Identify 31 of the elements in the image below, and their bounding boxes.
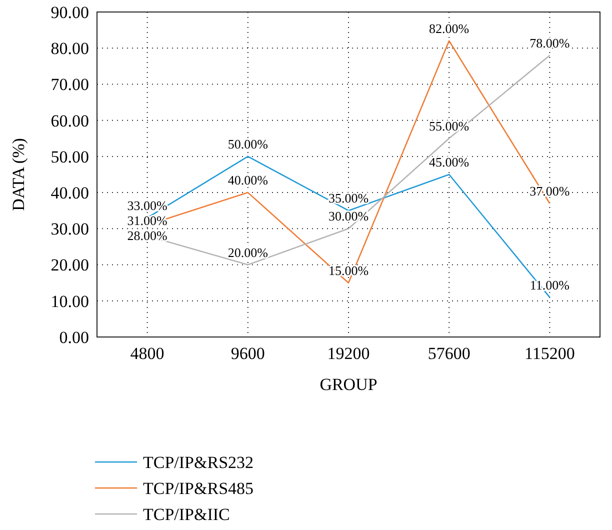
- data-label: 78.00%: [530, 35, 570, 50]
- data-label: 33.00%: [127, 198, 168, 213]
- y-tick-label: 70.00: [50, 75, 89, 94]
- data-label: 20.00%: [228, 244, 268, 260]
- legend-label: TCP/IP&IIC: [143, 504, 230, 524]
- x-tick-label: 115200: [524, 344, 575, 363]
- x-tick-label: 9600: [230, 344, 265, 363]
- y-tick-label: 20.00: [50, 256, 89, 275]
- y-tick-label: 50.00: [50, 147, 89, 166]
- data-label: 55.00%: [429, 118, 470, 134]
- legend-label: TCP/IP&RS232: [143, 452, 254, 472]
- x-tick-label: 19200: [327, 344, 370, 363]
- data-label: 40.00%: [228, 172, 268, 188]
- y-tick-label: 30.00: [50, 220, 89, 239]
- data-label: 28.00%: [127, 228, 168, 243]
- y-tick-label: 60.00: [50, 111, 89, 130]
- y-tick-label: 40.00: [50, 184, 89, 203]
- x-axis-title: GROUP: [320, 375, 378, 394]
- data-label: 30.00%: [328, 208, 369, 224]
- x-tick-label: 57600: [428, 344, 470, 363]
- data-label: 45.00%: [429, 154, 470, 170]
- data-label: 50.00%: [228, 136, 268, 152]
- data-label: 35.00%: [328, 190, 369, 206]
- y-tick-label: 0.00: [59, 328, 89, 347]
- y-tick-label: 80.00: [50, 39, 89, 58]
- x-tick-label: 4800: [130, 344, 164, 363]
- y-tick-label: 10.00: [50, 292, 89, 311]
- y-axis-title: DATA (%): [9, 138, 28, 211]
- data-label: 82.00%: [429, 20, 470, 36]
- legend-label: TCP/IP&RS485: [143, 478, 254, 498]
- y-tick-label: 90.00: [50, 2, 89, 22]
